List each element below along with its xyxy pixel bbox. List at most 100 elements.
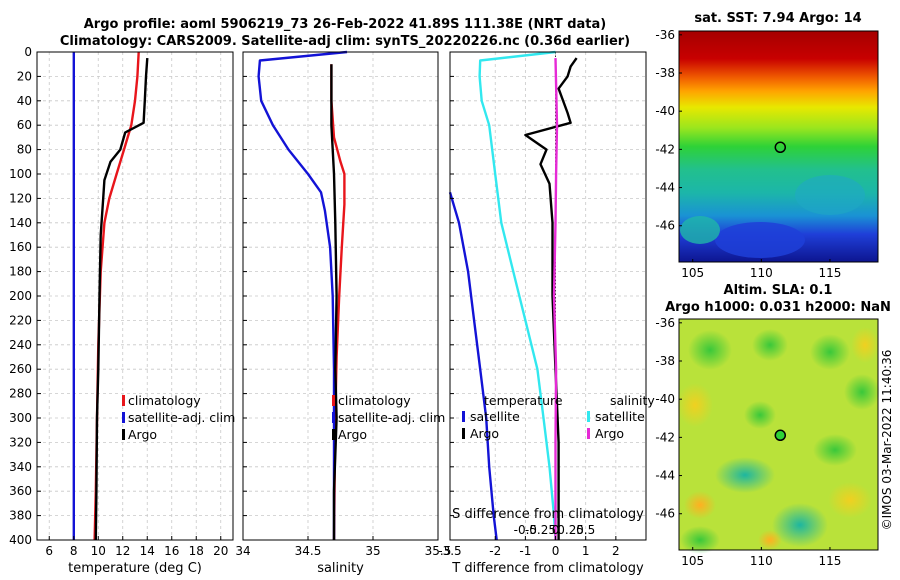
sla-blob <box>758 530 782 550</box>
x-tick-label: 1 <box>582 544 590 558</box>
legend-swatch <box>587 428 590 439</box>
legend-swatch <box>332 429 335 440</box>
salinity-panel: 34 34.5 35 35.5 salinity climatology satellite… <box>235 50 452 576</box>
legend-swatch <box>462 428 465 439</box>
figure-title-line2: Climatology: CARS2009. Satellite-adj cli… <box>60 34 630 49</box>
series-satellite-adj-clim <box>257 50 348 540</box>
x-tick-label: 34 <box>235 544 250 558</box>
x-tick-label: 16 <box>164 544 179 558</box>
sla-blob <box>810 334 850 370</box>
legend-label: Argo <box>128 427 157 442</box>
x-tick-label: 8 <box>70 544 78 558</box>
x-axis-label: temperature (deg C) <box>68 561 202 576</box>
sla-map <box>677 318 880 554</box>
y-tick-label: 160 <box>9 240 32 254</box>
sst-blue-patch <box>795 175 865 215</box>
legend-label: satellite-adj. clim <box>338 410 445 425</box>
series-t-argo <box>524 57 578 540</box>
legend-swatch <box>122 412 125 423</box>
y-tick-label: 220 <box>9 313 32 327</box>
legend-label: satellite <box>470 409 520 424</box>
map-x-tick-label: 115 <box>819 266 842 280</box>
x-axis-label: T difference from climatology <box>451 561 644 576</box>
sla-map-frame <box>678 318 879 551</box>
legend-title-salinity: salinity <box>610 393 655 408</box>
difference-panel: -3.5 -2 -1 0 1 2 T difference from climatology… <box>438 50 655 576</box>
map-x-tick-label: 115 <box>819 554 842 568</box>
legend-label: climatology <box>128 393 201 408</box>
map-y-tick-label: -44 <box>655 181 675 195</box>
x-tick-label: -2 <box>489 544 501 558</box>
series-s-argo <box>552 58 559 540</box>
series-argo <box>330 64 338 540</box>
x-tick-label: 10 <box>91 544 106 558</box>
y-tick-label: 200 <box>9 289 32 303</box>
map-y-tick-label: -38 <box>655 354 675 368</box>
y-tick-label: 400 <box>9 533 32 547</box>
map-y-tick-label: -40 <box>655 104 675 118</box>
y-tick-label: 120 <box>9 191 32 205</box>
figure-title-line1: Argo profile: aoml 5906219_73 26-Feb-202… <box>84 17 606 32</box>
x-axis-label: salinity <box>317 561 364 576</box>
legend-label: Argo <box>338 427 367 442</box>
sla-blob <box>688 330 732 370</box>
sst-map <box>678 30 879 263</box>
map-x-tick-label: 110 <box>750 266 773 280</box>
y-tick-label: 280 <box>9 387 32 401</box>
legend-swatch <box>332 412 335 423</box>
series-t-satellite <box>448 191 498 541</box>
legend-swatch <box>462 411 465 422</box>
legend-label: satellite-adj. clim <box>128 410 235 425</box>
sla-map-axes: -36 -38 -40 -42 -44 -46 105 110 115 <box>655 316 841 568</box>
x-tick-label: 0 <box>552 544 560 558</box>
map-y-tick-label: -36 <box>655 316 675 330</box>
x2-tick-label: -0.25 <box>525 523 556 537</box>
sla-blob <box>844 374 880 410</box>
legend-label: satellite <box>595 409 645 424</box>
sst-map-frame <box>678 30 879 263</box>
sst-teal-patch <box>680 216 720 244</box>
sla-argo-marker <box>774 429 787 442</box>
legend-label: Argo <box>595 426 624 441</box>
sst-map-axes: -36 -38 -40 -42 -44 -46 105 110 115 <box>655 28 841 280</box>
x-tick-label: 35.5 <box>425 544 452 558</box>
x-tick-label: -3.5 <box>438 544 461 558</box>
sla-map-title1: Altim. SLA: 0.1 <box>724 283 833 298</box>
sla-blob <box>813 434 857 466</box>
x-tick-label: 2 <box>612 544 620 558</box>
y-tick-label: 100 <box>9 167 32 181</box>
legend-swatch <box>332 395 335 406</box>
x-tick-label: -1 <box>519 544 531 558</box>
sla-map-title2: Argo h1000: 0.031 h2000: NaN <box>665 300 891 315</box>
map-y-tick-label: -44 <box>655 469 675 483</box>
map-x-tick-label: 110 <box>750 554 773 568</box>
legend-title-temperature: temperature <box>484 393 563 408</box>
x-tick-label: 34.5 <box>295 544 322 558</box>
map-x-tick-label: 105 <box>681 266 704 280</box>
x2-tick-label: 0.5 <box>576 523 595 537</box>
x-tick-label: 18 <box>189 544 204 558</box>
temperature-panel: 0 20 40 60 80 100 120 140 160 180 200 220 240 260 280 3… <box>9 45 235 576</box>
y-tick-label: 180 <box>9 265 32 279</box>
copyright-text: ©IMOS 03-Mar-2022 11:40:36 <box>880 350 894 531</box>
y-tick-label: 300 <box>9 411 32 425</box>
map-y-tick-label: -46 <box>655 219 675 233</box>
map-y-tick-label: -36 <box>655 28 675 42</box>
x-tick-label: 14 <box>140 544 155 558</box>
x-tick-label: 6 <box>45 544 53 558</box>
map-y-tick-label: -42 <box>655 142 675 156</box>
series-argo <box>94 58 149 541</box>
map-y-tick-label: -46 <box>655 507 675 521</box>
sla-blob <box>752 329 788 361</box>
x2-axis-label: S difference from climatology <box>452 507 644 522</box>
sla-blob <box>680 526 720 554</box>
map-y-tick-label: -40 <box>655 392 675 406</box>
legend-swatch <box>122 429 125 440</box>
x2-tick-label: -0.5 <box>514 523 537 537</box>
y-tick-label: 80 <box>17 143 32 157</box>
y-tick-label: 240 <box>9 338 32 352</box>
y-tick-label: 380 <box>9 509 32 523</box>
legend-label: climatology <box>338 393 411 408</box>
series-s-satellite <box>478 50 557 541</box>
sst-map-title: sat. SST: 7.94 Argo: 14 <box>694 11 861 26</box>
